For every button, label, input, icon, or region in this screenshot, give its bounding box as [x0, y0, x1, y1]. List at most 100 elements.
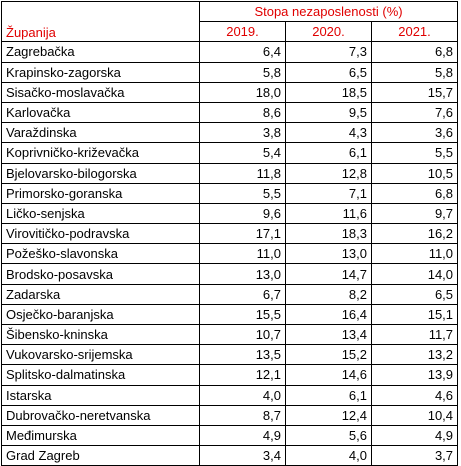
rate-cell: 16,4 — [285, 303, 372, 326]
rate-cell: 18,0 — [199, 81, 286, 103]
county-name: Vukovarsko-srijemska — [1, 344, 200, 366]
rate-cell: 12,1 — [199, 364, 286, 386]
rate-cell: 5,4 — [199, 142, 286, 164]
rate-cell: 6,7 — [199, 283, 286, 305]
county-name: Virovitičko-podravska — [1, 223, 200, 245]
rate-cell: 11,8 — [199, 162, 286, 184]
rate-cell: 13,9 — [370, 364, 459, 386]
rate-cell: 5,5 — [199, 182, 286, 204]
county-name: Dubrovačko-neretvanska — [1, 404, 200, 426]
rate-cell: 10,5 — [370, 162, 459, 184]
rate-cell: 8,7 — [199, 404, 286, 426]
rate-cell: 5,8 — [370, 61, 459, 83]
rate-cell: 16,2 — [370, 223, 459, 245]
rate-cell: 15,5 — [199, 303, 286, 326]
table-row: Karlovačka 8,6 9,5 7,6 — [1, 101, 459, 124]
table-row: Koprivničko-križevačka 5,4 6,1 5,5 — [1, 142, 459, 164]
rate-cell: 14,6 — [285, 364, 372, 386]
county-name: Zadarska — [1, 283, 200, 305]
rate-cell: 9,6 — [199, 202, 286, 225]
rate-cell: 6,8 — [370, 182, 459, 204]
county-name: Sisačko-moslavačka — [1, 81, 200, 103]
rate-cell: 5,5 — [370, 142, 459, 164]
table-row: Zadarska 6,7 8,2 6,5 — [1, 283, 459, 305]
table-row: Šibensko-kninska 10,7 13,4 11,7 — [1, 323, 459, 346]
table-row: Dubrovačko-neretvanska 8,7 12,4 10,4 — [1, 404, 459, 426]
table-row: Varaždinska 3,8 4,3 3,6 — [1, 122, 459, 144]
county-name: Brodsko-posavska — [1, 263, 200, 285]
table-row: Vukovarsko-srijemska 13,5 15,2 13,2 — [1, 344, 459, 366]
rate-cell: 6,5 — [370, 283, 459, 305]
rate-cell: 8,6 — [199, 101, 286, 124]
rate-cell: 11,7 — [370, 323, 459, 346]
rate-cell: 18,5 — [285, 81, 372, 103]
table-row: Istarska 4,0 6,1 4,6 — [1, 384, 459, 406]
rate-cell: 13,4 — [285, 323, 372, 346]
rate-cell: 4,9 — [199, 424, 286, 447]
county-name: Bjelovarsko-bilogorska — [1, 162, 200, 184]
county-name: Zagrebačka — [1, 41, 200, 63]
rate-cell: 13,2 — [370, 344, 459, 366]
rate-cell: 15,2 — [285, 344, 372, 366]
rate-cell: 7,6 — [370, 101, 459, 124]
rate-cell: 15,1 — [370, 303, 459, 326]
county-name: Koprivničko-križevačka — [1, 142, 200, 164]
rate-cell: 18,3 — [285, 223, 372, 245]
table-row: Brodsko-posavska 13,0 14,7 14,0 — [1, 263, 459, 285]
group-header: Stopa nezaposlenosti (%) — [198, 0, 459, 23]
rate-cell: 3,6 — [370, 122, 459, 144]
rate-cell: 6,5 — [285, 61, 372, 83]
rate-cell: 13,0 — [285, 243, 372, 265]
rate-cell: 11,6 — [285, 202, 372, 225]
county-name: Primorsko-goranska — [1, 182, 200, 204]
rate-cell: 4,6 — [370, 384, 459, 406]
table-row: Bjelovarsko-bilogorska 11,8 12,8 10,5 — [1, 162, 459, 184]
rate-cell: 14,7 — [285, 263, 372, 285]
rate-cell: 4,3 — [285, 122, 372, 144]
rate-cell: 3,4 — [199, 445, 286, 466]
table-row: Virovitičko-podravska 17,1 18,3 16,2 — [1, 223, 459, 245]
rate-cell: 17,1 — [199, 223, 286, 245]
county-name: Ličko-senjska — [1, 202, 200, 225]
county-name: Istarska — [1, 384, 200, 406]
rate-cell: 12,8 — [285, 162, 372, 184]
county-name: Splitsko-dalmatinska — [1, 364, 200, 386]
rate-cell: 6,1 — [285, 384, 372, 406]
county-name: Grad Zagreb — [1, 445, 200, 466]
year-header: 2019. — [199, 21, 286, 43]
table-row: Osječko-baranjska 15,5 16,4 15,1 — [1, 303, 459, 326]
table-row: Zagrebačka 6,4 7,3 6,8 — [1, 41, 459, 63]
rate-cell: 11,0 — [370, 243, 459, 265]
rate-cell: 4,9 — [370, 424, 459, 447]
table-row: Splitsko-dalmatinska 12,1 14,6 13,9 — [1, 364, 459, 386]
rate-cell: 10,4 — [370, 404, 459, 426]
county-name: Karlovačka — [1, 101, 200, 124]
table-row: Požeško-slavonska 11,0 13,0 11,0 — [1, 243, 459, 265]
table-row: Krapinsko-zagorska 5,8 6,5 5,8 — [1, 61, 459, 83]
rate-cell: 6,4 — [199, 41, 286, 63]
rate-cell: 6,8 — [370, 41, 459, 63]
rate-cell: 15,7 — [370, 81, 459, 103]
rate-cell: 13,5 — [199, 344, 286, 366]
table-row: Ličko-senjska 9,6 11,6 9,7 — [1, 202, 459, 225]
year-header: 2021. — [370, 21, 459, 43]
rate-cell: 9,5 — [285, 101, 372, 124]
rate-cell: 4,0 — [199, 384, 286, 406]
county-name: Varaždinska — [1, 122, 200, 144]
rate-cell: 10,7 — [199, 323, 286, 346]
rate-cell: 5,6 — [285, 424, 372, 447]
county-name: Šibensko-kninska — [1, 323, 200, 346]
rate-cell: 3,7 — [370, 445, 459, 466]
table-row: Primorsko-goranska 5,5 7,1 6,8 — [1, 182, 459, 204]
rate-cell: 12,4 — [285, 404, 372, 426]
county-header: Županija — [1, 0, 200, 43]
table-row: Grad Zagreb 3,4 4,0 3,7 — [1, 445, 459, 466]
rate-cell: 11,0 — [199, 243, 286, 265]
rate-cell: 8,2 — [285, 283, 372, 305]
county-name: Požeško-slavonska — [1, 243, 200, 265]
rate-cell: 7,1 — [285, 182, 372, 204]
rate-cell: 5,8 — [199, 61, 286, 83]
year-header: 2020. — [285, 21, 372, 43]
